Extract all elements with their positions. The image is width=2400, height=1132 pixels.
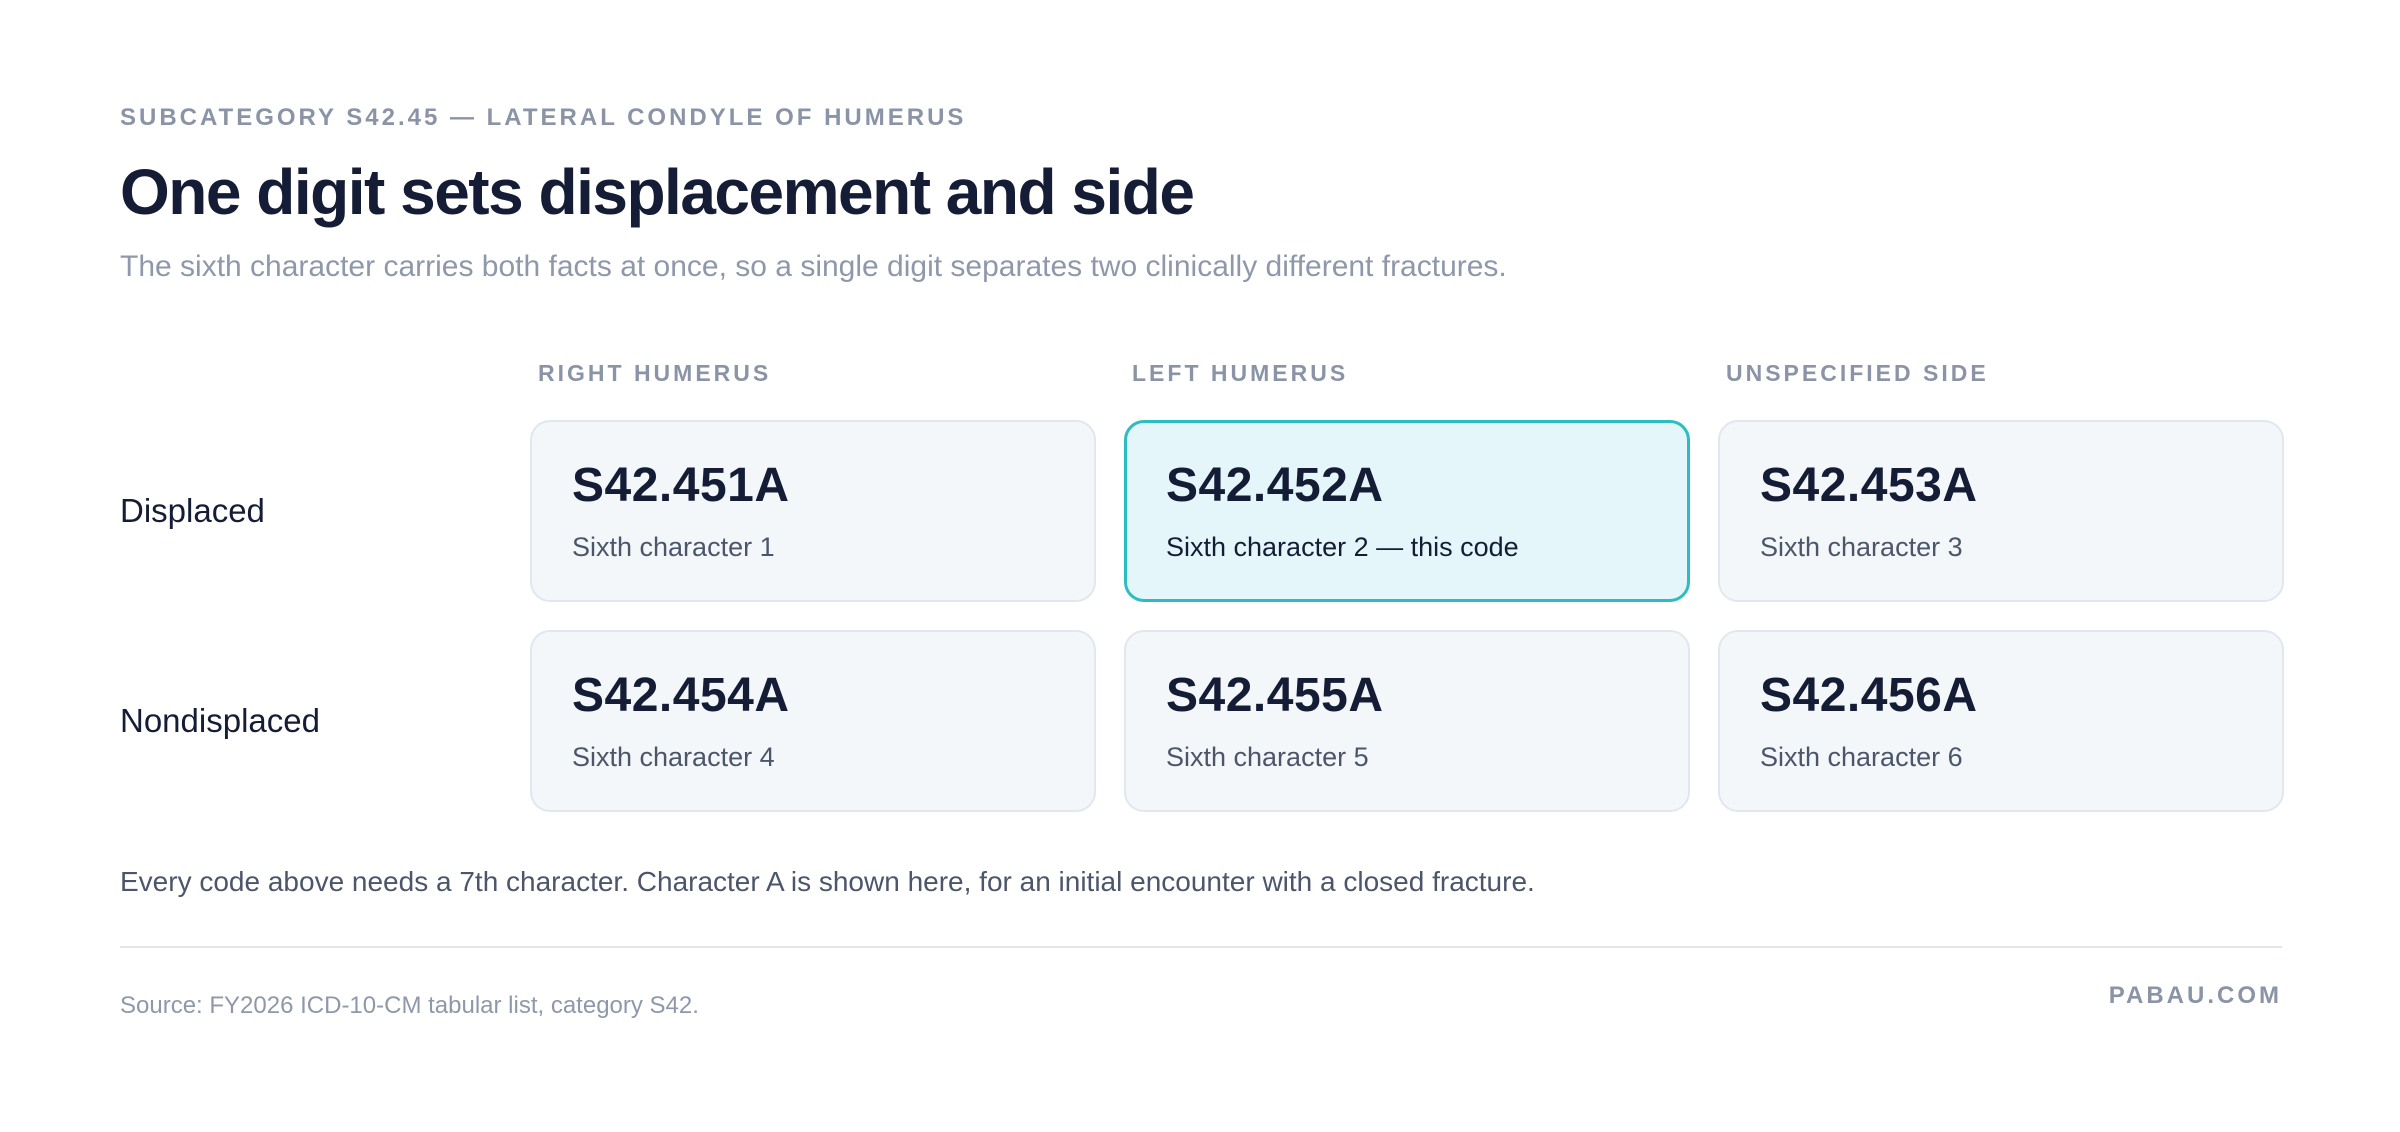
code-description: Sixth character 4 [572, 742, 775, 772]
code-value: S42.454A [572, 669, 790, 722]
source-citation: Source: FY2026 ICD-10-CM tabular list, c… [120, 992, 699, 1019]
row-label-nondisplaced: Nondisplaced [120, 702, 320, 739]
page-subtitle: The sixth character carries both facts a… [120, 250, 1507, 283]
code-value: S42.453A [1760, 459, 1978, 512]
code-card-s42-455a: S42.455A Sixth character 5 [1124, 630, 1690, 812]
code-description: Sixth character 6 [1760, 742, 1963, 772]
code-card-s42-456a: S42.456A Sixth character 6 [1718, 630, 2284, 812]
column-header-right-humerus: RIGHT HUMERUS [538, 360, 772, 386]
code-card-s42-454a: S42.454A Sixth character 4 [530, 630, 1096, 812]
page-title: One digit sets displacement and side [120, 156, 1195, 228]
code-description: Sixth character 3 [1760, 532, 1963, 562]
column-header-unspecified-side: UNSPECIFIED SIDE [1726, 360, 1989, 386]
code-description: Sixth character 2 — this code [1166, 532, 1519, 562]
brand-wordmark: PABAU.COM [2108, 982, 2282, 1009]
seventh-character-note: Every code above needs a 7th character. … [120, 866, 1535, 897]
code-value: S42.452A [1166, 459, 1384, 512]
column-header-left-humerus: LEFT HUMERUS [1132, 360, 1349, 386]
page: SUBCATEGORY S42.45 — LATERAL CONDYLE OF … [120, 0, 2284, 1132]
code-card-s42-452a-highlighted: S42.452A Sixth character 2 — this code [1124, 420, 1690, 602]
code-value: S42.451A [572, 459, 790, 512]
subcategory-eyebrow: SUBCATEGORY S42.45 — LATERAL CONDYLE OF … [120, 104, 967, 131]
code-card-s42-451a: S42.451A Sixth character 1 [530, 420, 1096, 602]
code-value: S42.456A [1760, 669, 1978, 722]
code-value: S42.455A [1166, 669, 1384, 722]
code-description: Sixth character 1 [572, 532, 775, 562]
code-card-s42-453a: S42.453A Sixth character 3 [1718, 420, 2284, 602]
code-description: Sixth character 5 [1166, 742, 1369, 772]
footer-divider [120, 946, 2282, 948]
row-label-displaced: Displaced [120, 492, 265, 529]
